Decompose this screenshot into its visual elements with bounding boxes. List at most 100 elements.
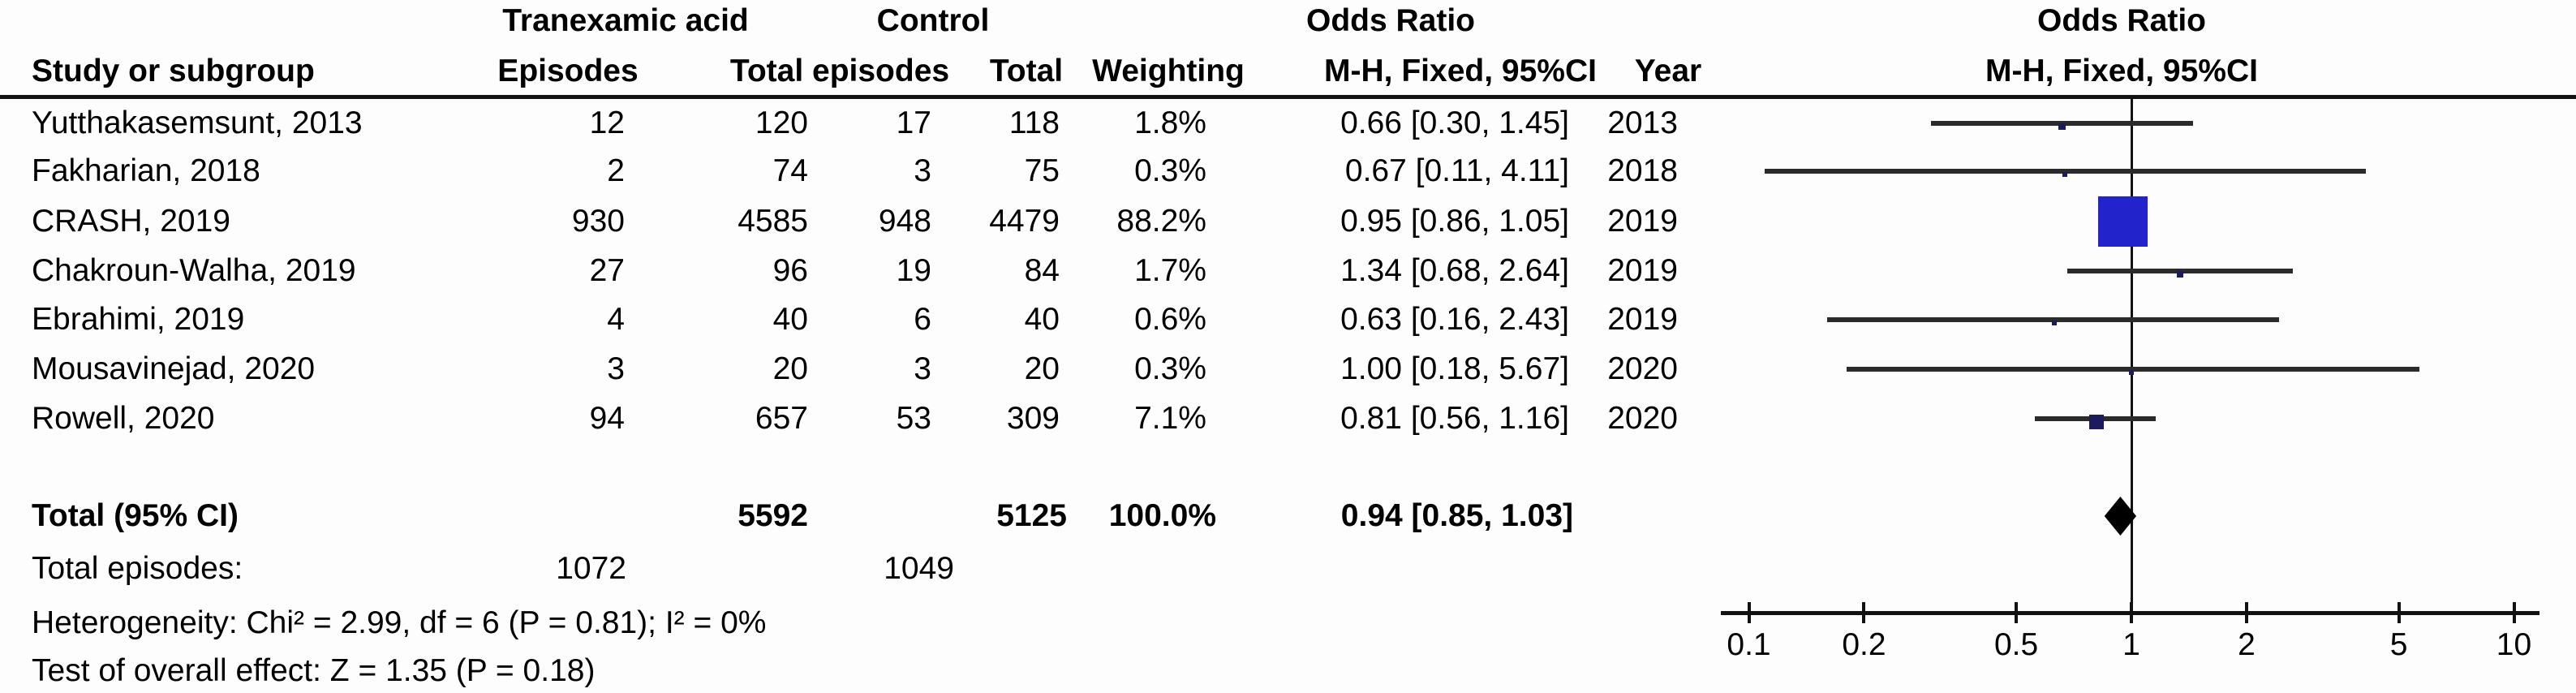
overall-effect-text: Test of overall effect: Z = 1.35 (P = 0.…: [32, 653, 596, 688]
axis-tick: [2512, 602, 2516, 623]
total-txa-total: 5592: [738, 498, 808, 533]
weight-square: [2062, 172, 2067, 177]
ci-text: 1.00 [0.18, 5.67]: [1340, 351, 1569, 386]
col-header-episodes: Episodes: [497, 54, 639, 88]
study-name: Rowell, 2020: [32, 401, 215, 436]
ci-text: 0.63 [0.16, 2.43]: [1340, 302, 1569, 337]
study-name: CRASH, 2019: [32, 204, 230, 239]
total-row-label: Total (95% CI): [32, 498, 239, 533]
ci-line: [1826, 317, 2279, 322]
col-header-year: Year: [1634, 54, 1702, 88]
year-value: 2019: [1607, 253, 1678, 288]
axis-tick-label: 1: [2122, 627, 2140, 662]
year-value: 2019: [1607, 204, 1678, 239]
txa-episodes: 2: [607, 153, 625, 188]
ci-text: 0.67 [0.11, 4.11]: [1344, 153, 1569, 188]
txa-total: 74: [772, 153, 808, 188]
axis-tick-label: 2: [2238, 627, 2256, 662]
axis-tick: [1747, 602, 1751, 623]
group-header-treatment: Tranexamic acid: [502, 3, 749, 38]
total-episodes-txa: 1072: [556, 551, 626, 586]
study-name: Ebrahimi, 2019: [32, 302, 245, 337]
header-divider: [0, 95, 2576, 99]
axis-tick-label: 0.1: [1727, 627, 1771, 662]
col-header-total-episodes: Total episodes: [729, 54, 950, 88]
group-header-control: Control: [876, 3, 990, 38]
total-ctrl-total: 5125: [996, 498, 1067, 533]
plot-header-odds-ratio: Odds Ratio: [2036, 3, 2207, 38]
weight-value: 0.3%: [1134, 351, 1206, 386]
weight-value: 1.8%: [1134, 105, 1206, 140]
weight-square: [2089, 415, 2104, 429]
txa-total: 657: [755, 401, 808, 436]
ctrl-total: 118: [1008, 105, 1060, 140]
total-episodes-ctrl: 1049: [884, 551, 954, 586]
axis-tick: [1862, 602, 1866, 623]
ctrl-episodes: 948: [878, 204, 931, 239]
ctrl-total: 75: [1024, 153, 1060, 188]
null-line: [2130, 99, 2133, 615]
txa-episodes: 4: [607, 302, 625, 337]
txa-total: 40: [772, 302, 808, 337]
weight-value: 88.2%: [1116, 204, 1206, 239]
weight-value: 0.6%: [1134, 302, 1206, 337]
axis-tick: [2015, 602, 2019, 623]
txa-episodes: 94: [589, 401, 625, 436]
txa-episodes: 930: [571, 204, 625, 239]
axis-tick: [2130, 602, 2133, 623]
ctrl-episodes: 17: [896, 105, 931, 140]
total-episodes-label: Total episodes:: [32, 551, 243, 586]
col-header-weighting: Weighting: [1092, 54, 1245, 88]
year-value: 2020: [1607, 401, 1678, 436]
axis-tick-label: 5: [2389, 627, 2408, 662]
ctrl-total: 40: [1024, 302, 1060, 337]
weight-value: 1.7%: [1134, 253, 1206, 288]
weight-square: [2058, 123, 2066, 131]
year-value: 2018: [1607, 153, 1678, 188]
ctrl-total: 84: [1024, 253, 1060, 288]
ctrl-episodes: 6: [914, 302, 931, 337]
axis-tick-label: 0.2: [1842, 627, 1886, 662]
col-header-total: Total: [989, 54, 1064, 88]
study-name: Chakroun-Walha, 2019: [32, 253, 356, 288]
ctrl-total: 4479: [989, 204, 1060, 239]
study-name: Yutthakasemsunt, 2013: [32, 105, 363, 140]
ctrl-total: 309: [1006, 401, 1060, 436]
ctrl-total: 20: [1024, 351, 1060, 386]
weight-square: [2097, 196, 2148, 247]
year-value: 2019: [1607, 302, 1678, 337]
ctrl-episodes: 19: [896, 253, 931, 288]
ctrl-episodes: 3: [914, 153, 931, 188]
ci-text: 0.81 [0.56, 1.16]: [1340, 401, 1569, 436]
txa-total: 120: [755, 105, 808, 140]
axis-tick: [2397, 602, 2401, 623]
ci-text: 0.95 [0.86, 1.05]: [1340, 204, 1569, 239]
study-name: Fakharian, 2018: [32, 153, 260, 188]
weight-square: [2129, 370, 2134, 375]
txa-total: 20: [772, 351, 808, 386]
heterogeneity-text: Heterogeneity: Chi² = 2.99, df = 6 (P = …: [32, 605, 767, 640]
axis-tick-label: 10: [2496, 627, 2532, 662]
weight-square: [2176, 270, 2184, 278]
year-value: 2020: [1607, 351, 1678, 386]
axis-tick: [2244, 602, 2248, 623]
total-weight: 100.0%: [1108, 498, 1216, 533]
ci-line: [1765, 169, 2367, 174]
total-ci-text: 0.94 [0.85, 1.03]: [1340, 498, 1573, 533]
ctrl-episodes: 53: [896, 401, 931, 436]
weight-value: 0.3%: [1134, 153, 1206, 188]
weight-value: 7.1%: [1134, 401, 1206, 436]
ci-text: 0.66 [0.30, 1.45]: [1340, 105, 1569, 140]
axis-tick-label: 0.5: [1993, 627, 2039, 662]
txa-total: 4585: [738, 204, 808, 239]
col-header-mh-ci: M-H, Fixed, 95%CI: [1324, 54, 1597, 88]
txa-episodes: 12: [589, 105, 625, 140]
col-header-study: Study or subgroup: [32, 54, 315, 88]
plot-header-mh-ci: M-H, Fixed, 95%CI: [1985, 54, 2258, 88]
ctrl-episodes: 3: [914, 351, 931, 386]
txa-episodes: 27: [589, 253, 625, 288]
ci-line: [1846, 367, 2420, 372]
group-header-odds-ratio-left: Odds Ratio: [1305, 3, 1476, 38]
